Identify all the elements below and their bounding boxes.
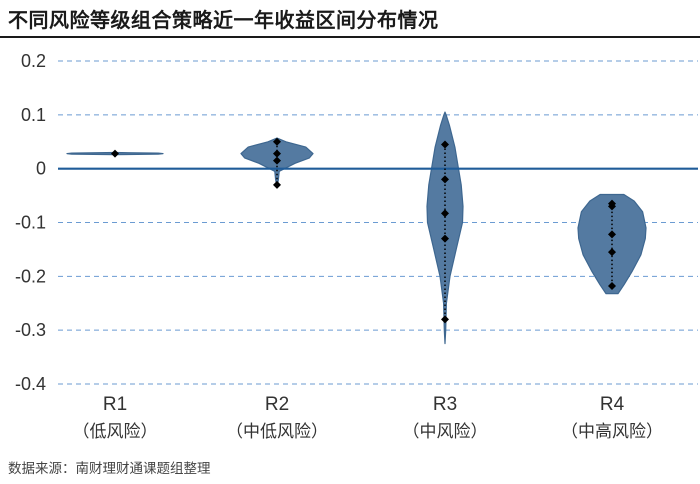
violin-r3	[426, 111, 464, 345]
data-point-r2	[273, 149, 281, 158]
data-point-r2	[273, 180, 281, 189]
x-axis-category-labels: R1 （低风险） R2 （中低风险） R3 （中风险） R4 （中高风险）	[73, 394, 664, 442]
x-category-label: （中高风险）	[561, 422, 663, 442]
data-point-r4	[608, 282, 616, 291]
x-category-code: R1	[103, 394, 127, 415]
y-tick-label: -0.3	[15, 320, 46, 340]
data-point-r4	[608, 230, 616, 239]
data-points	[111, 137, 616, 324]
title-underline	[0, 36, 700, 38]
x-category-label: （中低风险）	[226, 422, 328, 442]
y-tick-label: 0.1	[21, 105, 46, 125]
x-category-label: （中风险）	[403, 422, 488, 442]
data-point-r2	[273, 156, 281, 165]
y-tick-label: 0	[36, 159, 46, 179]
data-point-r3	[441, 209, 449, 218]
x-category-code: R4	[600, 394, 625, 415]
y-tick-label: 0.2	[21, 51, 46, 71]
y-tick-label: -0.2	[15, 266, 46, 286]
data-point-r4	[608, 202, 616, 211]
data-point-r1	[111, 149, 119, 158]
data-point-r3	[441, 315, 449, 324]
data-point-r3	[441, 175, 449, 184]
violins	[66, 111, 647, 345]
data-point-r3	[441, 234, 449, 243]
data-point-r4	[608, 248, 616, 257]
x-category-label: （低风险）	[73, 422, 158, 442]
y-tick-label: -0.4	[15, 374, 46, 394]
data-point-r2	[273, 137, 281, 146]
x-category-code: R2	[265, 394, 289, 415]
data-point-r3	[441, 140, 449, 149]
y-axis-tick-labels: 0.2 0.1 0 -0.1 -0.2 -0.3 -0.4	[15, 51, 46, 394]
violin-chart: 0.20.10-0.1-0.2-0.3-0.4 R1（低风险）R2（中低风险）R…	[15, 51, 698, 442]
y-tick-label: -0.1	[15, 213, 46, 233]
chart-title: 不同风险等级组合策略近一年收益区间分布情况	[8, 8, 439, 32]
x-category-code: R3	[433, 394, 457, 415]
source-note: 数据来源：南财理财通课题组整理	[8, 461, 211, 477]
